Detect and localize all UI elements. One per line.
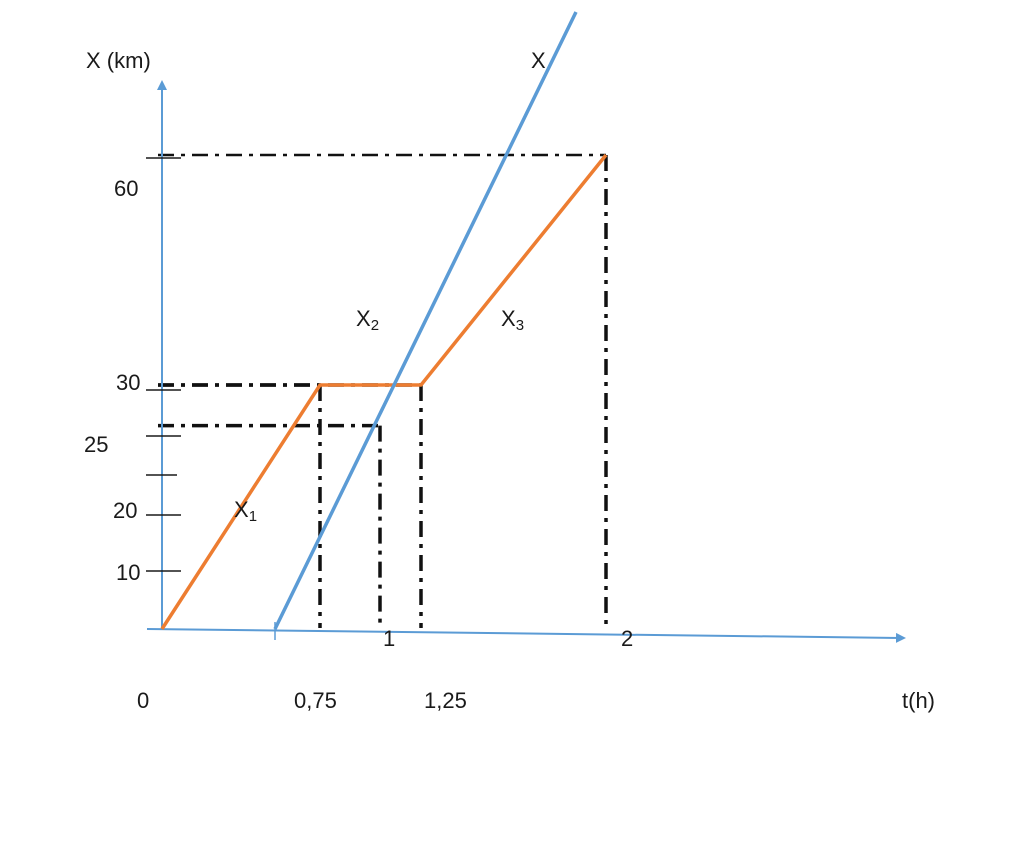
y-axis-label: X (km) (86, 48, 151, 73)
y-tick-label-60: 60 (114, 176, 138, 201)
guide-lines (158, 153, 608, 628)
curve-label-x1-sub: 1 (249, 508, 257, 525)
curve-label-x2-base: X (356, 306, 371, 331)
y-tick-label-30: 30 (116, 370, 140, 395)
series-x (273, 11, 578, 630)
y-tick-label-20: 20 (113, 498, 137, 523)
x-tick-label-2: 2 (621, 626, 633, 651)
curve-label-x2: X2 (356, 306, 379, 334)
curve-label-x3-base: X (501, 306, 516, 331)
y-ticks (146, 157, 181, 572)
curve-label-x: X (531, 48, 546, 73)
y-tick-label-10: 10 (116, 560, 140, 585)
curve-label-x1-base: X (234, 497, 249, 522)
x-tick-label-0-75: 0,75 (294, 688, 337, 713)
x-tick-label-0: 0 (137, 688, 149, 713)
series-x1-x2-x3 (160, 153, 608, 630)
curve-label-x2-sub: 2 (371, 317, 379, 334)
curve-label-x1: X1 (234, 497, 257, 525)
curve-label-x3-sub: 3 (516, 317, 524, 334)
x-tick-label-1-25: 1,25 (424, 688, 467, 713)
x-axis-label: t(h) (902, 688, 935, 713)
curve-label-x3: X3 (501, 306, 524, 334)
y-tick-label-25: 25 (84, 432, 108, 457)
x-tick-label-1: 1 (383, 626, 395, 651)
x-axis (146, 628, 906, 643)
